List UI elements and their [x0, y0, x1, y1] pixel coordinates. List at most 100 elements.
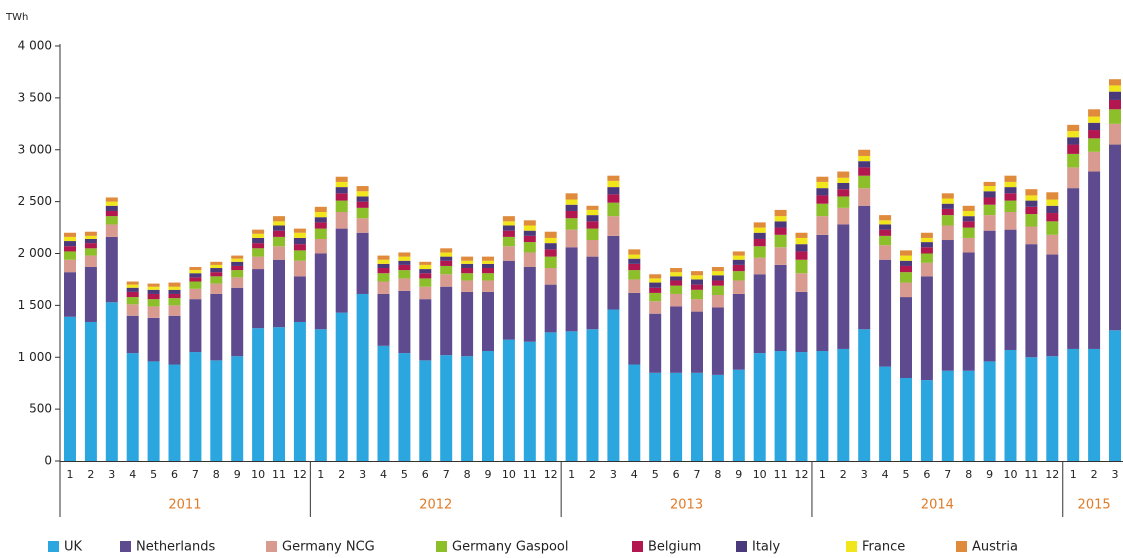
bar-segment — [168, 286, 181, 290]
bar-segment — [356, 232, 369, 294]
bar-segment — [419, 264, 432, 270]
bar-segment — [544, 249, 557, 257]
bar-segment — [502, 260, 515, 340]
bar-segment — [941, 225, 954, 241]
group-label: 2015 — [1078, 498, 1111, 513]
bar-segment — [753, 246, 766, 258]
x-tick-label: 11 — [774, 468, 788, 481]
bar-segment — [398, 353, 411, 461]
x-tick-label: 12 — [1045, 468, 1059, 481]
bar-segment — [105, 216, 118, 225]
bar-segment — [774, 351, 787, 461]
bar-segment — [1046, 205, 1059, 214]
bar-segment — [732, 369, 745, 461]
bar-segment — [502, 225, 515, 231]
bar-segment — [565, 199, 578, 205]
bar-segment — [440, 260, 453, 266]
bar-segment — [419, 360, 432, 461]
bar-segment — [858, 175, 871, 189]
bar-segment — [64, 251, 76, 260]
bar-segment — [210, 360, 223, 461]
bar-segment — [64, 272, 76, 317]
bar-segment — [920, 242, 933, 248]
bar-segment — [879, 245, 892, 260]
bar-segment — [962, 216, 975, 222]
x-tick-label: 10 — [753, 468, 767, 481]
bar-segment — [64, 259, 76, 273]
bar-segment — [983, 186, 996, 192]
bar-segment — [461, 263, 474, 269]
bar-segment — [314, 206, 327, 212]
bar-segment — [252, 243, 265, 249]
bar-segment — [983, 197, 996, 205]
bar-segment — [774, 209, 787, 217]
bar-segment — [419, 269, 432, 274]
bar-segment — [461, 273, 474, 281]
x-tick-label: 7 — [443, 468, 450, 481]
bar-segment — [941, 215, 954, 226]
bar-segment — [586, 205, 599, 210]
bar-segment — [377, 255, 390, 260]
bar-segment — [628, 270, 641, 280]
bar-segment — [962, 221, 975, 228]
bar-segment — [691, 271, 703, 276]
bar-segment — [900, 255, 912, 261]
bar-segment — [732, 293, 745, 370]
x-tick-label: 4 — [380, 468, 387, 481]
bar-segment — [398, 264, 411, 271]
bar-segment — [1067, 167, 1080, 189]
bar-segment — [189, 277, 202, 282]
bar-segment — [252, 237, 265, 244]
bar-segment — [1067, 131, 1080, 138]
bar-segment — [502, 216, 515, 222]
bar-segment — [900, 260, 912, 266]
bar-segment — [168, 293, 181, 299]
bar-segment — [126, 287, 139, 292]
bar-segment — [962, 370, 975, 461]
bar-segment — [147, 306, 160, 318]
bar-segment — [1025, 200, 1038, 207]
bar-segment — [419, 261, 432, 265]
bar-segment — [147, 283, 160, 287]
bar-segment — [126, 281, 139, 285]
bar-segment — [753, 257, 766, 275]
bar-segment — [335, 176, 348, 182]
legend-label: Italy — [752, 540, 781, 555]
bar-segment — [356, 201, 369, 208]
bar-segment — [586, 209, 599, 216]
bar-segment — [1088, 122, 1101, 131]
bar-segment — [586, 228, 599, 241]
bar-segment — [1004, 181, 1017, 188]
y-tick-label: 0 — [44, 454, 52, 468]
bar-segment — [293, 250, 306, 261]
bar-segment — [711, 280, 724, 286]
bar-segment — [879, 235, 892, 246]
bar-segment — [858, 329, 871, 461]
bar-segment — [962, 210, 975, 217]
bar-segment — [189, 266, 202, 271]
bar-segment — [628, 254, 641, 259]
bar-segment — [983, 204, 996, 216]
x-tick-label: 1 — [568, 468, 575, 481]
bar-segment — [1109, 91, 1121, 100]
bar-segment — [607, 175, 620, 181]
legend-label: Germany NCG — [282, 540, 375, 555]
y-axis-label: TWh — [5, 12, 28, 23]
x-tick-label: 1 — [819, 468, 826, 481]
legend-swatch — [120, 541, 131, 552]
x-tick-label: 2 — [1091, 468, 1098, 481]
bar-segment — [356, 218, 369, 233]
bar-segment — [147, 361, 160, 461]
x-tick-label: 3 — [359, 468, 366, 481]
bar-segment — [1046, 199, 1059, 206]
y-tick-label: 1 500 — [18, 298, 52, 312]
group-label: 2011 — [168, 498, 201, 513]
bar-segment — [419, 299, 432, 361]
bar-segment — [816, 216, 829, 235]
bar-segment — [1088, 109, 1101, 117]
bar-segment — [335, 181, 348, 188]
bar-segment — [502, 236, 515, 247]
bar-segment — [314, 329, 327, 461]
x-tick-label: 4 — [882, 468, 889, 481]
bar-segment — [565, 331, 578, 461]
